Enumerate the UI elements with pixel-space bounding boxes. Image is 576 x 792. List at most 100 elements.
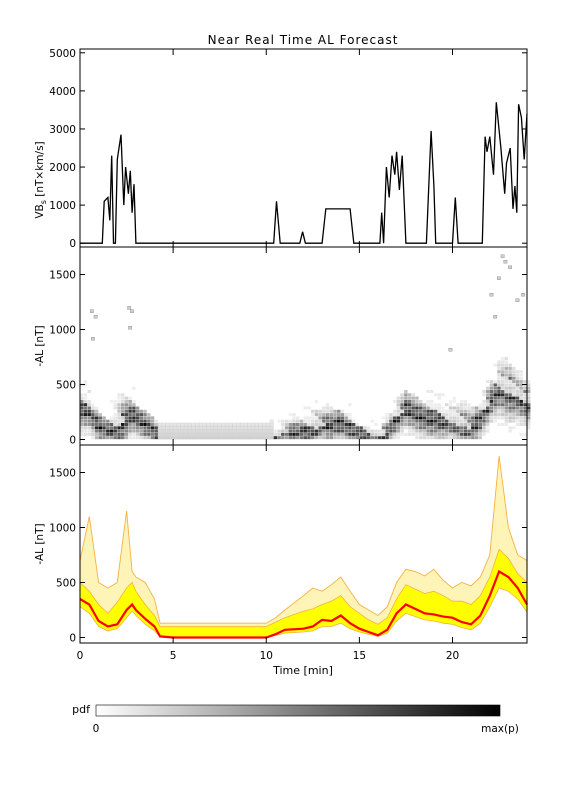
- pdf-cell: [508, 363, 512, 367]
- pdf-cell: [448, 416, 453, 420]
- pdf-cell: [121, 432, 125, 436]
- pdf-cell: [430, 399, 434, 403]
- pdf-cell: [87, 406, 91, 410]
- pdf-cell: [489, 393, 494, 397]
- pdf-cell: [445, 416, 449, 420]
- pdf-cell: [478, 403, 483, 407]
- pdf-cell: [519, 383, 523, 387]
- pdf-cell: [117, 419, 121, 423]
- al-forecast-ytick-label: 500: [56, 578, 76, 590]
- pdf-cell: [299, 423, 304, 426]
- pdf-cell: [98, 413, 103, 417]
- pdf-cell: [523, 386, 527, 390]
- pdf-cell: [474, 406, 479, 410]
- pdf-cell: [348, 416, 352, 420]
- pdf-cell: [314, 432, 319, 436]
- pdf-cell: [459, 403, 464, 407]
- pdf-cell: [422, 426, 427, 430]
- pdf-cell: [508, 376, 512, 380]
- pdf-cell: [404, 406, 408, 410]
- pdf-cell: [132, 413, 136, 417]
- pdf-cell: [437, 432, 442, 436]
- pdf-cell: [180, 436, 185, 440]
- pdf-cell: [381, 426, 386, 430]
- al-pdf-ytick-label: 1500: [49, 270, 76, 282]
- pdf-cell: [527, 419, 531, 423]
- pdf-cell: [333, 419, 337, 423]
- pdf-cell: [441, 406, 445, 410]
- pdf-cell: [213, 436, 218, 440]
- pdf-cell: [117, 399, 121, 403]
- pdf-cell: [184, 429, 188, 433]
- pdf-cell: [363, 436, 367, 440]
- pdf-cell: [512, 409, 516, 413]
- pdf-cell: [411, 399, 415, 403]
- pdf-cell: [113, 436, 117, 440]
- chart-title: Near Real Time AL Forecast: [208, 33, 399, 47]
- pdf-cell: [213, 429, 218, 433]
- pdf-cell: [210, 432, 215, 437]
- pdf-cell: [288, 436, 293, 440]
- pdf-cell: [98, 419, 103, 423]
- pdf-cell: [344, 436, 348, 440]
- pdf-cell: [433, 429, 438, 433]
- pdf-cell: [292, 419, 296, 423]
- pdf-cell: [239, 436, 244, 440]
- pdf-cell: [504, 413, 509, 417]
- pdf-cell: [128, 436, 132, 440]
- pdf-cell: [426, 423, 430, 426]
- pdf-cell: [109, 416, 114, 420]
- pdf-cell: [80, 419, 84, 423]
- pdf-cell: [419, 432, 423, 436]
- pdf-cell: [430, 429, 434, 433]
- pdf-cell: [519, 370, 523, 374]
- pdf-cell: [106, 426, 110, 430]
- pdf-cell: [109, 429, 114, 433]
- pdf-cell: [106, 419, 110, 423]
- pdf-cell: [407, 432, 412, 436]
- pdf-cell: [493, 390, 497, 393]
- pdf-cell: [381, 423, 386, 426]
- pdf-cell: [121, 409, 125, 413]
- pdf-cell: [232, 436, 237, 440]
- pdf-outlier-cell: [89, 309, 94, 313]
- pdf-cell: [296, 432, 300, 436]
- pdf-cell: [512, 393, 516, 397]
- pdf-cell: [486, 423, 490, 426]
- pdf-cell: [508, 403, 512, 407]
- pdf-cell: [318, 432, 322, 436]
- pdf-cell: [121, 426, 125, 430]
- pdf-cell: [441, 426, 445, 430]
- pdf-cell: [527, 386, 531, 390]
- pdf-cell: [411, 409, 415, 413]
- pdf-cell: [154, 429, 158, 433]
- pdf-cell: [80, 432, 84, 436]
- pdf-cell: [389, 429, 393, 433]
- pdf-cell: [385, 429, 389, 433]
- pdf-cell: [493, 409, 497, 413]
- pdf-cell: [430, 419, 434, 423]
- pdf-cell: [400, 426, 404, 430]
- pdf-cell: [504, 380, 509, 384]
- pdf-cell: [433, 409, 438, 413]
- pdf-cell: [437, 416, 442, 420]
- pdf-cell: [452, 406, 456, 410]
- pdf-cell: [102, 416, 106, 420]
- pdf-cell: [515, 383, 520, 387]
- pdf-cell: [415, 426, 419, 430]
- pdf-cell: [482, 416, 486, 420]
- pdf-cell: [482, 409, 486, 413]
- pdf-cell: [433, 423, 438, 426]
- pdf-cell: [344, 423, 348, 426]
- pdf-cell: [139, 436, 144, 440]
- pdf-cell: [500, 380, 505, 384]
- pdf-cell: [337, 416, 341, 420]
- pdf-cell: [150, 432, 155, 436]
- pdf-cell: [340, 432, 345, 436]
- pdf-cell: [430, 432, 434, 436]
- pdf-cell: [98, 429, 103, 433]
- al-forecast-ytick-label: 0: [69, 633, 76, 645]
- pdf-cell: [269, 432, 274, 437]
- pdf-cell: [497, 403, 501, 407]
- pdf-cell: [519, 403, 523, 407]
